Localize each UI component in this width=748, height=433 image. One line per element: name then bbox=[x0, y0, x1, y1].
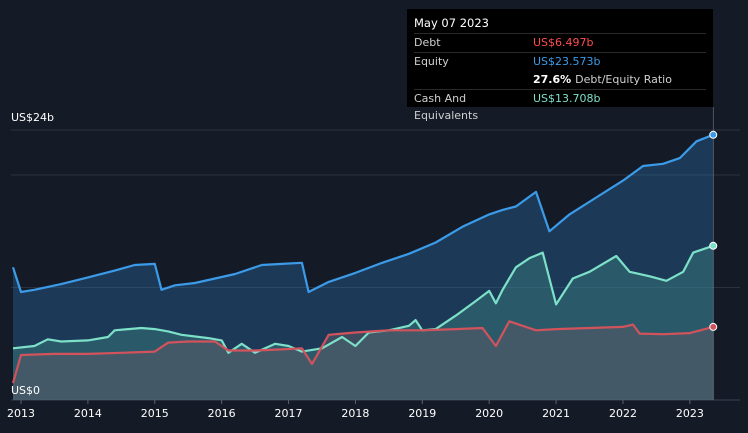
tooltip-row-debt: Debt US$6.497b bbox=[414, 33, 706, 52]
y-axis: US$24b US$0 bbox=[11, 111, 54, 397]
tooltip-row-equity: Equity US$23.573b bbox=[414, 52, 706, 71]
tooltip-date: May 07 2023 bbox=[414, 16, 489, 30]
x-tick-label: 2019 bbox=[408, 407, 436, 420]
x-tick-label: 2014 bbox=[74, 407, 102, 420]
x-tick-label: 2016 bbox=[208, 407, 236, 420]
x-tick-label: 2021 bbox=[542, 407, 570, 420]
x-tick-label: 2015 bbox=[141, 407, 169, 420]
tooltip-equity-label: Equity bbox=[414, 55, 449, 68]
tooltip-row-ratio: 27.6% Debt/Equity Ratio bbox=[414, 71, 706, 89]
tooltip-cash-value: US$13.708b bbox=[533, 92, 601, 105]
tooltip-debt-label: Debt bbox=[414, 36, 441, 49]
tooltip-debt-value: US$6.497b bbox=[533, 36, 594, 49]
tooltip-ratio-label: Debt/Equity Ratio bbox=[575, 73, 672, 86]
tooltip-cash-label: Cash And Equivalents bbox=[414, 92, 479, 122]
series-endpoints bbox=[709, 130, 718, 331]
cash-and-equivalents-end-point bbox=[709, 241, 718, 250]
tooltip-ratio-value: 27.6% bbox=[533, 73, 572, 86]
y-tick-label-top: US$24b bbox=[11, 111, 54, 124]
debt-line bbox=[11, 320, 714, 384]
equity-line bbox=[11, 133, 714, 294]
debt-area bbox=[13, 321, 714, 400]
tooltip-row-cash: Cash And Equivalents US$13.708b bbox=[414, 89, 706, 122]
x-axis: 2013 2014 2015 2016 2017 2018 2019 2020 2021 2022… bbox=[7, 400, 704, 420]
equity-end-point bbox=[709, 130, 718, 139]
x-tick-label: 2022 bbox=[609, 407, 637, 420]
y-tick-label-bottom: US$0 bbox=[11, 384, 40, 397]
tooltip-equity-value: US$23.573b bbox=[533, 55, 601, 68]
x-tick-label: 2020 bbox=[475, 407, 503, 420]
chart-tooltip: May 07 2023 Debt US$6.497b Equity US$23.… bbox=[407, 9, 713, 122]
x-tick-label: 2017 bbox=[275, 407, 303, 420]
series-lines bbox=[11, 133, 714, 384]
x-tick-label: 2023 bbox=[676, 407, 704, 420]
debt-end-point bbox=[709, 322, 718, 331]
x-tick-label: 2013 bbox=[7, 407, 35, 420]
x-tick-label: 2018 bbox=[341, 407, 369, 420]
